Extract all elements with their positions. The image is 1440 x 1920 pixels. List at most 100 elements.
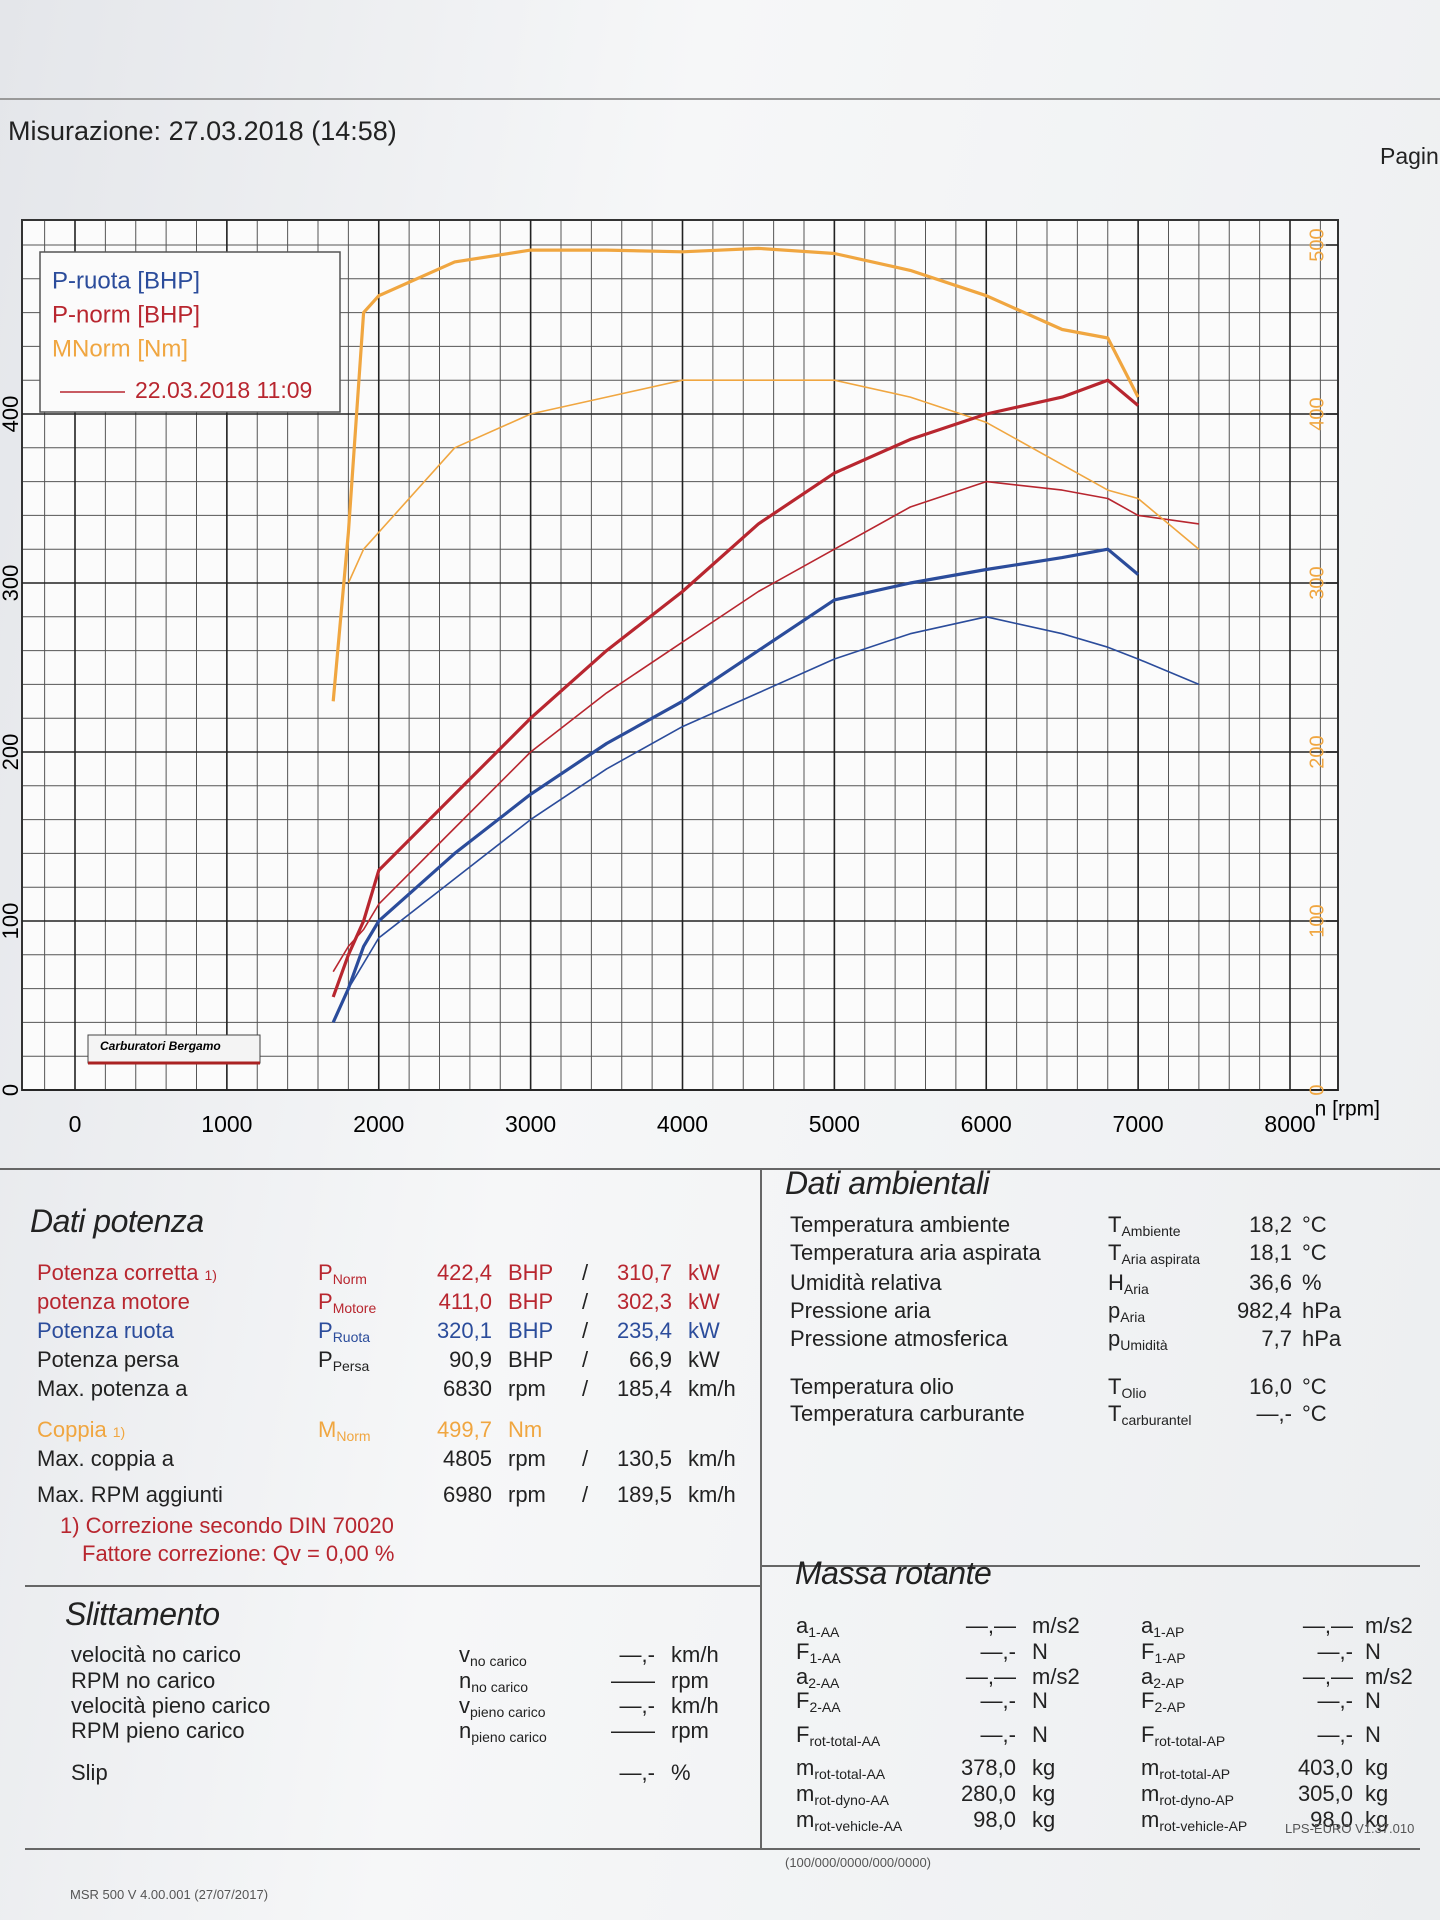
symbol-subscript: pieno carico — [470, 1704, 546, 1720]
symbol: mrot-dyno-AA — [796, 1781, 889, 1808]
symbol-subscript: Umidità — [1120, 1337, 1168, 1353]
symbol-letter: M — [318, 1417, 337, 1442]
symbol-subscript: Ambiente — [1121, 1223, 1181, 1239]
symbol-letter: p — [1108, 1298, 1121, 1323]
symbol-letter: v — [459, 1642, 470, 1667]
series-line — [331, 378, 1140, 998]
value: 98,0 — [973, 1807, 1016, 1832]
row-label: Temperatura carburante — [790, 1401, 1025, 1426]
section-title: Dati ambientali — [785, 1165, 990, 1201]
value: —,— — [965, 1664, 1016, 1689]
row-label: velocità no carico — [71, 1642, 241, 1667]
symbol-subscript: Olio — [1121, 1385, 1147, 1401]
symbol-letter: a — [1141, 1664, 1154, 1689]
unit: m/s2 — [1032, 1664, 1080, 1689]
unit: rpm — [671, 1718, 709, 1743]
value: 235,4 — [616, 1318, 672, 1343]
legend-entry: MNorm [Nm] — [52, 335, 188, 362]
x-tick-label: 6000 — [961, 1111, 1012, 1137]
unit: °C — [1302, 1374, 1327, 1399]
symbol-subscript: 1-AA — [809, 1650, 841, 1666]
x-tick-label: 2000 — [353, 1111, 404, 1137]
value: 320,1 — [436, 1318, 492, 1343]
unit: kg — [1365, 1755, 1389, 1780]
section-title: Dati potenza — [30, 1203, 204, 1239]
value: 302,3 — [616, 1289, 672, 1314]
unit: kg — [1032, 1755, 1056, 1780]
header-page: Pagin — [1380, 143, 1439, 169]
y2-tick-label: 0 — [1306, 1084, 1328, 1095]
symbol: mrot-total-AP — [1141, 1757, 1230, 1782]
row-label: Temperatura ambiente — [790, 1212, 1011, 1237]
symbol: Tcarburantel — [1108, 1403, 1192, 1428]
row-label: Coppia 1) — [37, 1419, 125, 1441]
value: —,- — [619, 1693, 655, 1718]
value: —,- — [1317, 1722, 1353, 1747]
section-title: Slittamento — [65, 1596, 220, 1632]
x-tick-label: 0 — [69, 1111, 82, 1137]
row-label: RPM no carico — [71, 1668, 216, 1693]
row-label: Temperatura aria aspirata — [790, 1240, 1041, 1265]
symbol-letter: m — [1141, 1781, 1160, 1806]
series-line — [331, 246, 1140, 702]
symbol-letter: p — [1108, 1326, 1121, 1351]
legend-box — [39, 251, 341, 413]
symbol-subscript: 2-AA — [808, 1675, 840, 1691]
legend-entry: P-ruota [BHP] — [52, 267, 200, 294]
symbol-letter: P — [318, 1318, 333, 1343]
x-tick-label: 4000 — [657, 1111, 708, 1137]
footer-software: MSR 500 V 4.00.001 (27/07/2017) — [70, 1887, 269, 1902]
section-rule — [25, 1585, 760, 1587]
unit: kg — [1032, 1781, 1056, 1806]
row-label: Potenza ruota — [37, 1318, 174, 1343]
symbol-subscript: no carico — [471, 1679, 529, 1695]
symbol-subscript: 1-AP — [1154, 1650, 1186, 1666]
y2-tick-label: 200 — [1306, 735, 1328, 768]
section-title: Massa rotante — [795, 1555, 992, 1591]
row-label: velocità pieno carico — [71, 1693, 271, 1718]
value: —,- — [619, 1642, 655, 1667]
value: 130,5 — [616, 1446, 672, 1471]
symbol-letter: F — [796, 1722, 810, 1747]
symbol-subscript: 2-AA — [809, 1699, 841, 1715]
value: —,- — [619, 1760, 655, 1785]
value: 499,7 — [436, 1417, 492, 1442]
symbol: a1-AA — [796, 1615, 839, 1640]
value: 16,0 — [1249, 1374, 1292, 1399]
unit: kg — [1365, 1807, 1389, 1832]
value: 310,7 — [616, 1260, 672, 1285]
unit: m/s2 — [1365, 1664, 1413, 1689]
symbol: TAmbiente — [1108, 1214, 1181, 1239]
x-tick-label: 1000 — [201, 1111, 252, 1137]
logo-box — [87, 1034, 261, 1064]
separator: / — [582, 1482, 589, 1507]
y2-tick-label: 300 — [1306, 566, 1328, 599]
y-tick-label: 200 — [0, 734, 23, 771]
value: 422,4 — [436, 1260, 492, 1285]
symbol: PNorm — [318, 1262, 367, 1287]
value: 6980 — [443, 1482, 492, 1507]
unit: °C — [1302, 1401, 1327, 1426]
symbol: vpieno carico — [459, 1695, 546, 1720]
symbol-letter: a — [1141, 1613, 1154, 1638]
symbol: F2-AP — [1141, 1690, 1186, 1715]
unit: N — [1365, 1639, 1381, 1664]
value: 378,0 — [960, 1755, 1016, 1780]
unit: km/h — [671, 1642, 719, 1667]
symbol-letter: m — [796, 1781, 815, 1806]
x-tick-label: 5000 — [809, 1111, 860, 1137]
row-label-text: Coppia — [37, 1417, 107, 1442]
x-tick-label: 3000 — [505, 1111, 556, 1137]
y-tick-label: 100 — [0, 903, 23, 940]
value: —,— — [1302, 1613, 1353, 1638]
value: 411,0 — [438, 1289, 492, 1314]
symbol: F1-AA — [796, 1641, 841, 1666]
symbol-subscript: 1-AP — [1153, 1624, 1185, 1640]
symbol-subscript: Ruota — [332, 1329, 371, 1345]
section-rule — [760, 1565, 1420, 1567]
symbol-subscript: Norm — [336, 1428, 371, 1444]
unit: N — [1365, 1688, 1381, 1713]
separator: / — [582, 1376, 589, 1401]
symbol-subscript: pieno carico — [471, 1729, 547, 1745]
